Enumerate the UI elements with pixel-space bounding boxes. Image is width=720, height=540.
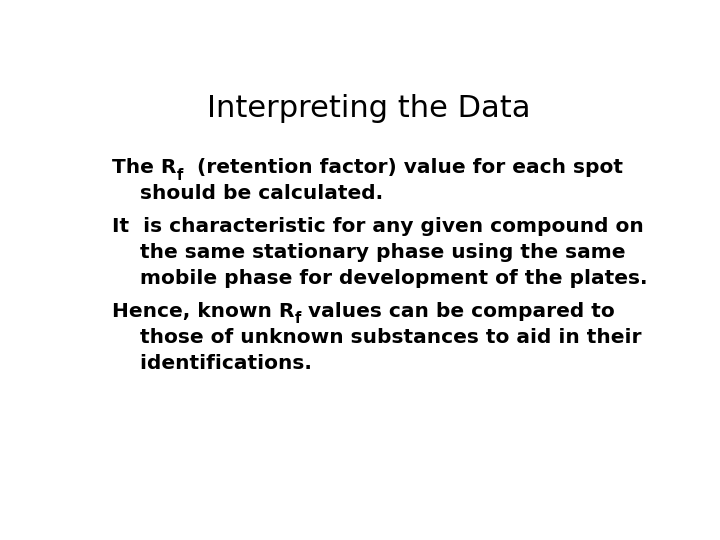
Text: Hence, known R: Hence, known R bbox=[112, 302, 294, 321]
Text: f: f bbox=[176, 167, 183, 183]
Text: those of unknown substances to aid in their: those of unknown substances to aid in th… bbox=[112, 328, 642, 347]
Text: mobile phase for development of the plates.: mobile phase for development of the plat… bbox=[112, 269, 648, 288]
Text: Interpreting the Data: Interpreting the Data bbox=[207, 94, 531, 123]
Text: (retention factor) value for each spot: (retention factor) value for each spot bbox=[183, 158, 623, 177]
Text: the same stationary phase using the same: the same stationary phase using the same bbox=[112, 243, 626, 262]
Text: f: f bbox=[294, 312, 301, 326]
Text: values can be compared to: values can be compared to bbox=[301, 302, 615, 321]
Text: It  is characteristic for any given compound on: It is characteristic for any given compo… bbox=[112, 218, 644, 237]
Text: The R: The R bbox=[112, 158, 176, 177]
Text: identifications.: identifications. bbox=[112, 354, 312, 373]
Text: should be calculated.: should be calculated. bbox=[112, 184, 384, 203]
